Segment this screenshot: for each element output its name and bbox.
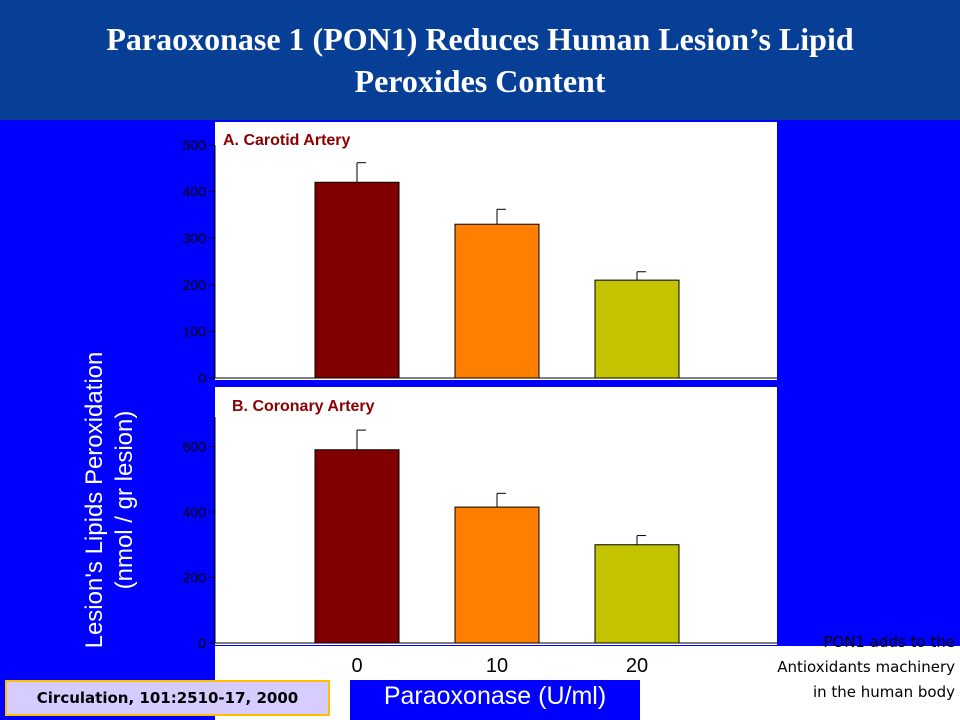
panel-1-y-tick-label: 200 bbox=[183, 277, 207, 293]
panel-2-y-tick-label: 0 bbox=[198, 635, 206, 651]
x-tick-label-10: 10 bbox=[486, 655, 508, 677]
side-note-line-3: in the human body bbox=[812, 683, 955, 701]
panel-2-y-tick-label: 400 bbox=[183, 504, 207, 520]
panel-2-bar-0 bbox=[314, 449, 400, 644]
title-bar: Paraoxonase 1 (PON1) Reduces Human Lesio… bbox=[0, 0, 960, 120]
slide-title-line-1: Paraoxonase 1 (PON1) Reduces Human Lesio… bbox=[106, 21, 854, 57]
panel-1-bar-0 bbox=[314, 181, 400, 379]
side-note: PON1 adds to the Antioxidants machinery … bbox=[715, 630, 955, 705]
citation-text: Circulation, 101:2510-17, 2000 bbox=[36, 689, 299, 707]
panel-1-y-tick-label: 0 bbox=[198, 370, 206, 386]
side-note-line-2: Antioxidants machinery bbox=[777, 658, 955, 676]
y-axis-label-line-2: (nmol / gr lesion) bbox=[111, 410, 138, 590]
panel-1-title: A. Carotid Artery bbox=[223, 132, 351, 149]
y-axis-label-line-1: Lesion's Lipids Peroxidation bbox=[81, 351, 108, 649]
note-strip bbox=[690, 646, 960, 720]
panel-2-y-tick-label: 600 bbox=[183, 438, 207, 454]
panel-1-y-tick-label: 500 bbox=[183, 137, 207, 153]
y-axis-label: Lesion's Lipids Peroxidation (nmol / gr … bbox=[55, 270, 165, 720]
panel-2-title: B. Coronary Artery bbox=[232, 398, 375, 415]
panel-1-y-tick-label: 100 bbox=[183, 323, 207, 339]
panel-2-bar-10 bbox=[454, 506, 540, 644]
slide-title-line-2: Peroxides Content bbox=[354, 63, 606, 99]
citation-box: Circulation, 101:2510-17, 2000 bbox=[5, 680, 330, 716]
side-note-line-1: PON1 adds to the bbox=[823, 633, 955, 651]
panel-2-y-tick-label: 200 bbox=[183, 569, 207, 585]
panel-1-y-tick-label: 400 bbox=[183, 184, 207, 200]
panel-1-bar-10 bbox=[454, 223, 540, 379]
x-label-background bbox=[350, 680, 640, 720]
panel-2-bar-20 bbox=[594, 544, 680, 644]
x-tick-label-20: 20 bbox=[626, 655, 648, 677]
panel-1-y-tick-label: 300 bbox=[183, 230, 207, 246]
x-tick-label-0: 0 bbox=[351, 655, 362, 677]
x-axis-label: Paraoxonase (U/ml) bbox=[383, 682, 607, 710]
panel-1-bar-20 bbox=[594, 279, 680, 379]
